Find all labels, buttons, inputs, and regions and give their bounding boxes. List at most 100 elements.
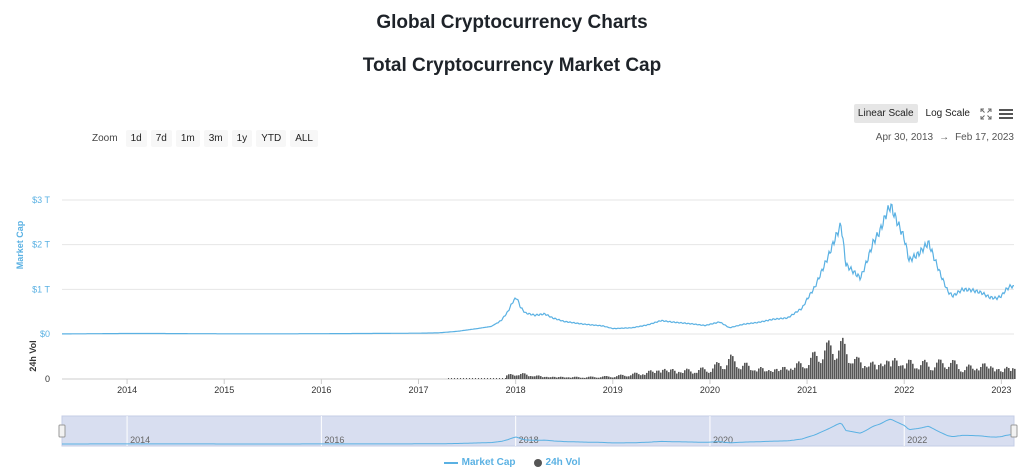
fullscreen-icon[interactable]: [978, 106, 994, 122]
volume-bar: [714, 364, 716, 379]
volume-bar: [610, 377, 612, 379]
linear-scale-button[interactable]: Linear Scale: [853, 104, 918, 123]
volume-bar: [956, 364, 958, 379]
volume-bar: [518, 375, 520, 379]
volume-bar: [900, 365, 902, 379]
volume-bar: [998, 369, 1000, 379]
volume-bar: [946, 369, 948, 379]
volume-bar: [451, 378, 452, 379]
volume-bar: [594, 377, 596, 379]
volume-bar: [556, 377, 558, 379]
volume-bar: [834, 359, 836, 379]
volume-bar: [868, 366, 870, 379]
volume-bar: [822, 359, 824, 379]
volume-bar: [558, 377, 560, 379]
volume-bar: [942, 363, 944, 379]
volume-bar: [988, 368, 990, 379]
zoom-1d-button[interactable]: 1d: [125, 130, 147, 147]
volume-bar: [908, 359, 910, 379]
volume-bar: [632, 373, 634, 379]
date-from-input[interactable]: Apr 30, 2013: [875, 132, 934, 143]
chart-title: Total Cryptocurrency Market Cap: [362, 55, 662, 76]
volume-bar: [542, 377, 544, 379]
volume-bar: [484, 378, 485, 379]
volume-bar: [475, 378, 476, 379]
date-to-input[interactable]: Feb 17, 2023: [955, 132, 1014, 143]
volume-bar: [732, 356, 734, 379]
x-tick-label: 2022: [894, 385, 914, 395]
volume-bar: [970, 365, 972, 379]
log-scale-button[interactable]: Log Scale: [925, 108, 970, 119]
volume-bar: [778, 371, 780, 379]
volume-bar: [828, 340, 830, 379]
volume-bar: [984, 363, 986, 379]
volume-bar: [798, 361, 800, 379]
zoom-7d-button[interactable]: 7d: [150, 130, 172, 147]
volume-bar: [916, 368, 918, 379]
volume-bar: [472, 378, 473, 379]
legend-item-24h-vol[interactable]: 24h Vol: [533, 457, 581, 468]
volume-bar: [764, 371, 766, 379]
volume-bar: [772, 371, 774, 379]
volume-bar: [648, 370, 650, 379]
volume-bar: [466, 378, 467, 379]
volume-bar: [986, 366, 988, 379]
volume-bar: [990, 366, 992, 379]
volume-bar: [626, 376, 628, 379]
volume-bar: [846, 354, 848, 379]
zoom-ytd-button[interactable]: YTD: [256, 130, 287, 147]
volume-bar: [566, 377, 568, 379]
x-tick-label: 2019: [603, 385, 623, 395]
volume-bar: [914, 368, 916, 379]
volume-bar: [894, 358, 896, 379]
x-tick-label: 2021: [797, 385, 817, 395]
y-tick-label: $0: [40, 329, 50, 339]
volume-bar: [948, 366, 950, 379]
volume-bar: [896, 360, 898, 379]
volume-bar: [876, 369, 878, 379]
volume-bar: [746, 362, 748, 379]
zoom-3m-button[interactable]: 3m: [203, 130, 228, 147]
volume-bar: [516, 375, 518, 379]
volume-bar: [722, 369, 724, 379]
volume-bar: [562, 376, 564, 379]
volume-bar: [710, 371, 712, 379]
volume-bar: [624, 375, 626, 379]
volume-bar: [544, 376, 546, 379]
volume-bar: [838, 350, 840, 379]
volume-bar: [598, 377, 600, 379]
volume-bar: [756, 371, 758, 379]
volume-bar: [1000, 371, 1002, 379]
volume-bar: [782, 367, 784, 379]
volume-bar: [636, 372, 638, 379]
legend-label-24h-vol: 24h Vol: [545, 457, 581, 468]
volume-bar: [630, 375, 632, 379]
legend-item-market-cap[interactable]: Market Cap: [443, 457, 516, 468]
volume-bar: [708, 372, 710, 379]
volume-bar: [454, 378, 455, 379]
volume-bar: [469, 378, 470, 379]
volume-bar: [814, 351, 816, 379]
hamburger-menu-icon[interactable]: [998, 106, 1014, 122]
volume-bar: [568, 377, 570, 379]
volume-bar: [820, 363, 822, 379]
navigator-tick-label: 2014: [130, 435, 150, 445]
volume-bar: [724, 369, 726, 379]
volume-bar: [840, 341, 842, 379]
zoom-1m-button[interactable]: 1m: [175, 130, 200, 147]
volume-bar: [676, 373, 678, 379]
volume-bar: [932, 370, 934, 379]
zoom-all-button[interactable]: ALL: [290, 130, 318, 147]
volume-bar: [1006, 366, 1008, 379]
zoom-1y-button[interactable]: 1y: [231, 130, 253, 147]
navigator-handle-right[interactable]: [1010, 424, 1018, 438]
legend-dot-marker: [533, 458, 542, 467]
volume-bar: [738, 368, 740, 379]
volume-bar: [463, 378, 464, 379]
x-tick-label: 2016: [311, 385, 331, 395]
volume-bar: [1002, 372, 1004, 379]
volume-bar: [730, 354, 732, 379]
navigator-handle-left[interactable]: [58, 424, 66, 438]
volume-bar: [506, 375, 508, 379]
volume-bar: [700, 367, 702, 379]
